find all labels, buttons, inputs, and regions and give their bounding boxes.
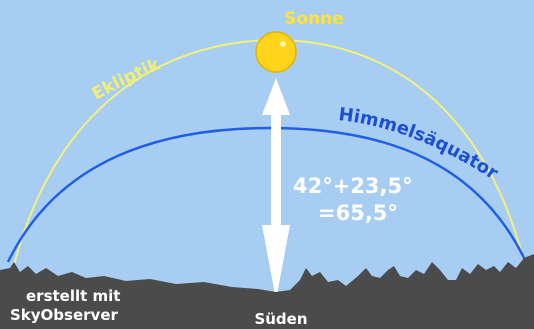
- sun-label: Sonne: [284, 9, 344, 29]
- altitude-arrow-icon: [262, 78, 290, 300]
- equation-line-1: 42°+23,5°: [293, 174, 413, 198]
- south-label: Süden: [254, 310, 307, 328]
- credit-line-2: SkyObserver: [10, 306, 118, 324]
- celestial-equator-arc: [6, 126, 528, 263]
- sun-highlight: [280, 41, 286, 47]
- horizon-ground: [0, 254, 534, 329]
- sun-disc-icon: [255, 31, 297, 73]
- credit-line-1: erstellt mit: [26, 287, 120, 305]
- equation-line-2: =65,5°: [318, 201, 398, 225]
